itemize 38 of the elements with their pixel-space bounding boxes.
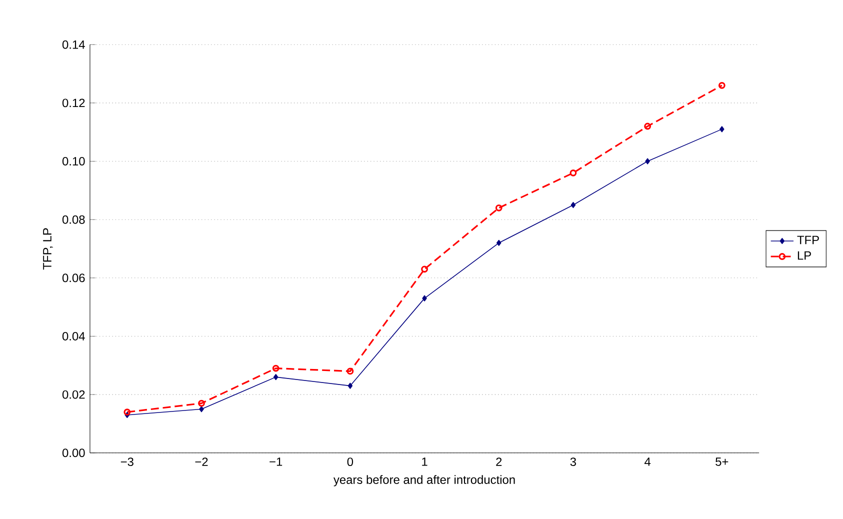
point xyxy=(272,364,280,372)
point xyxy=(421,266,428,273)
point xyxy=(645,158,650,164)
point xyxy=(348,382,353,389)
x-tick-label: 1 xyxy=(422,458,428,466)
y-tick-label: 0.02 xyxy=(62,390,85,399)
y-tick-label: 0.14 xyxy=(62,40,85,49)
point xyxy=(199,406,204,412)
legend-label: TFP xyxy=(797,236,819,244)
point xyxy=(124,408,131,416)
y-tick-label: 0.06 xyxy=(62,274,85,282)
x-axis-title: years before and after introduction xyxy=(333,475,515,486)
point xyxy=(570,169,577,176)
y-tick-label: 0.12 xyxy=(62,98,85,108)
point xyxy=(346,368,354,375)
point xyxy=(720,126,724,132)
point xyxy=(644,122,652,130)
x-tick-label: 0 xyxy=(347,458,354,466)
x-tick-label: −3 xyxy=(120,458,134,466)
legend-label: LP xyxy=(798,251,811,260)
y-tick-label: 0.10 xyxy=(62,157,85,166)
y-tick-label: 0.00 xyxy=(62,448,85,458)
x-tick-label: 2 xyxy=(496,458,502,466)
point xyxy=(495,204,502,212)
point xyxy=(570,202,576,208)
point xyxy=(273,374,278,380)
x-tick-label: 3 xyxy=(570,458,576,466)
y-tick-label: 0.08 xyxy=(62,215,85,224)
x-tick-label: 4 xyxy=(644,458,651,466)
x-tick-label: −1 xyxy=(270,458,282,466)
y-tick-label: 0.04 xyxy=(62,332,85,340)
y-axis-title: TFP, LP xyxy=(43,228,53,270)
x-tick-label: 5+ xyxy=(716,458,728,466)
point xyxy=(718,82,726,89)
x-tick-label: −2 xyxy=(195,458,208,466)
point xyxy=(198,400,205,407)
point xyxy=(496,240,502,246)
point xyxy=(422,295,427,302)
